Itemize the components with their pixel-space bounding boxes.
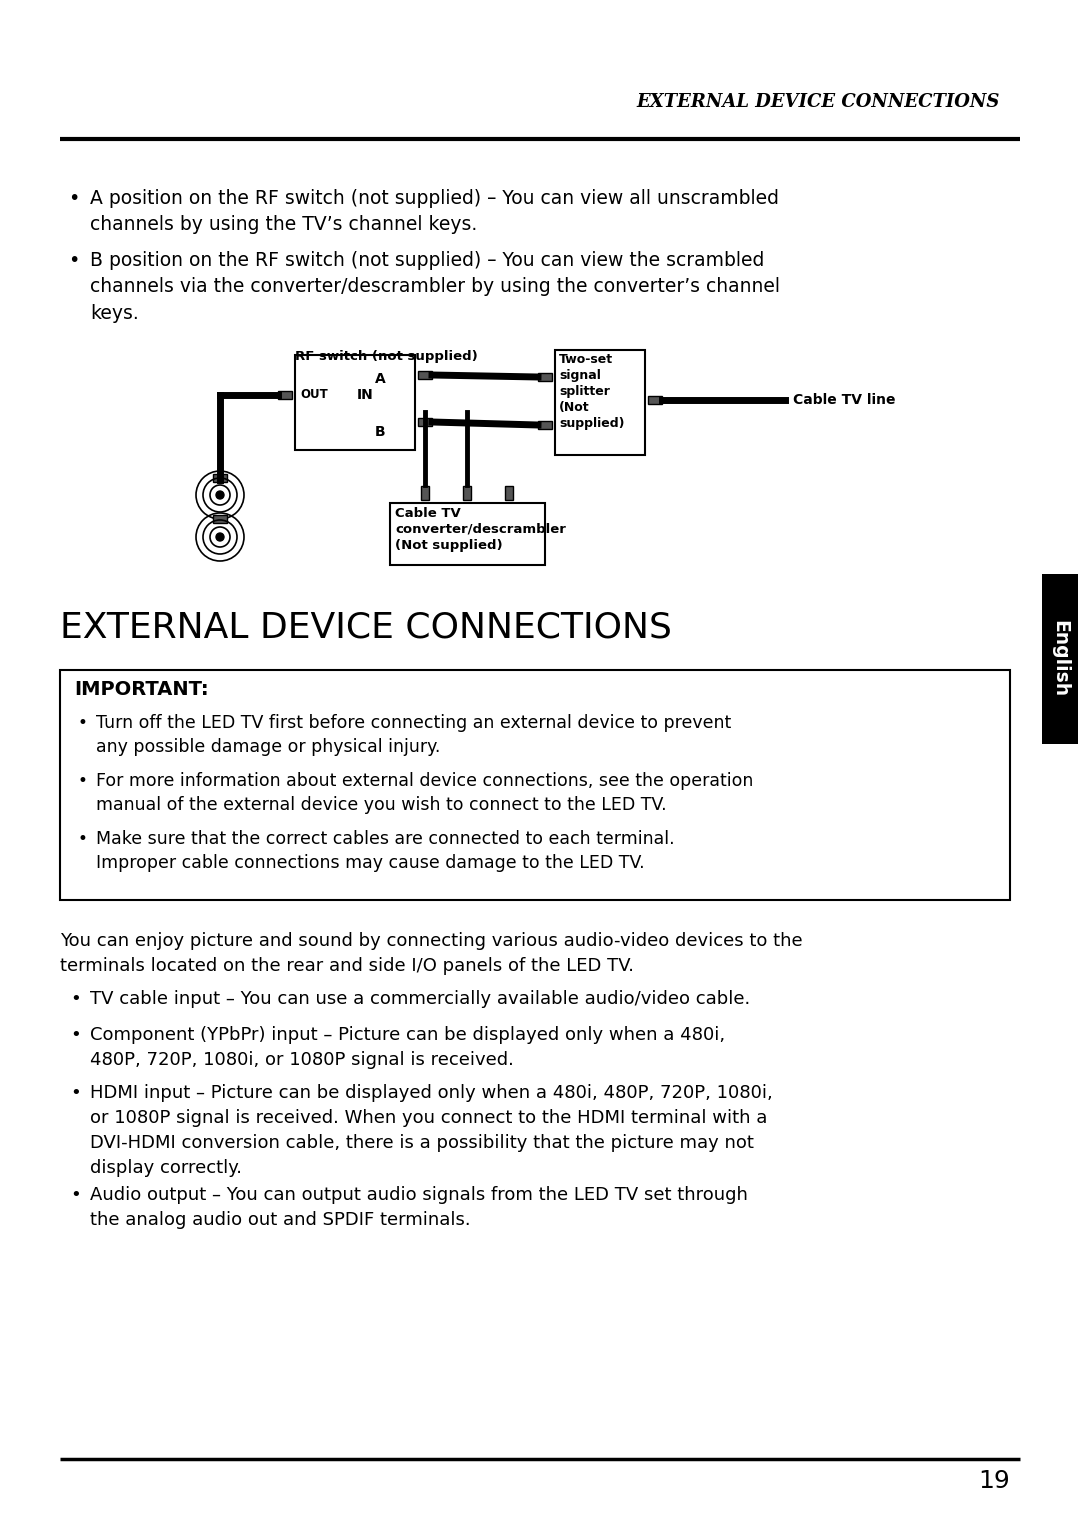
Bar <box>1042 573 1078 745</box>
Text: TV cable input – You can use a commercially available audio/video cable.: TV cable input – You can use a commercia… <box>90 989 751 1008</box>
Bar <box>463 486 471 500</box>
Circle shape <box>216 534 224 541</box>
Bar <box>538 420 552 430</box>
Text: •: • <box>78 714 87 732</box>
Text: A position on the RF switch (not supplied) – You can view all unscrambled
channe: A position on the RF switch (not supplie… <box>90 190 779 234</box>
Text: HDMI input – Picture can be displayed only when a 480i, 480P, 720P, 1080i,
or 10: HDMI input – Picture can be displayed on… <box>90 1084 773 1177</box>
Bar <box>421 486 429 500</box>
Bar <box>505 486 513 500</box>
Bar <box>418 417 432 427</box>
Bar <box>418 372 432 379</box>
Text: Turn off the LED TV first before connecting an external device to prevent
any po: Turn off the LED TV first before connect… <box>96 714 731 757</box>
Bar <box>555 350 645 456</box>
Text: •: • <box>70 1187 81 1203</box>
Text: Cable TV
converter/descrambler
(Not supplied): Cable TV converter/descrambler (Not supp… <box>395 508 566 552</box>
Text: English: English <box>1051 621 1069 697</box>
Bar <box>213 474 227 482</box>
Text: •: • <box>68 190 79 208</box>
Text: B position on the RF switch (not supplied) – You can view the scrambled
channels: B position on the RF switch (not supplie… <box>90 251 780 323</box>
Text: •: • <box>68 251 79 271</box>
Text: Make sure that the correct cables are connected to each terminal.
Improper cable: Make sure that the correct cables are co… <box>96 830 675 873</box>
Text: •: • <box>78 830 87 849</box>
Text: •: • <box>70 989 81 1008</box>
Text: You can enjoy picture and sound by connecting various audio-video devices to the: You can enjoy picture and sound by conne… <box>60 933 802 976</box>
Text: EXTERNAL DEVICE CONNECTIONS: EXTERNAL DEVICE CONNECTIONS <box>60 610 672 644</box>
Text: •: • <box>70 1084 81 1102</box>
Text: A: A <box>375 372 386 385</box>
Text: B: B <box>375 425 386 439</box>
Text: Audio output – You can output audio signals from the LED TV set through
the anal: Audio output – You can output audio sign… <box>90 1187 747 1229</box>
Bar <box>295 355 415 450</box>
Circle shape <box>216 491 224 498</box>
Text: Cable TV line: Cable TV line <box>793 393 895 407</box>
Text: EXTERNAL DEVICE CONNECTIONS: EXTERNAL DEVICE CONNECTIONS <box>636 93 1000 112</box>
Text: Two-set
signal
splitter
(Not
supplied): Two-set signal splitter (Not supplied) <box>559 353 624 430</box>
Text: 19: 19 <box>978 1469 1010 1492</box>
Text: Component (YPbPr) input – Picture can be displayed only when a 480i,
480P, 720P,: Component (YPbPr) input – Picture can be… <box>90 1026 725 1069</box>
Bar <box>538 373 552 381</box>
Text: •: • <box>70 1026 81 1044</box>
Text: •: • <box>78 772 87 790</box>
Bar <box>60 670 1010 901</box>
Text: For more information about external device connections, see the operation
manual: For more information about external devi… <box>96 772 754 815</box>
Text: IN: IN <box>357 388 374 402</box>
Bar <box>390 503 545 566</box>
Text: OUT: OUT <box>300 388 327 402</box>
Text: IMPORTANT:: IMPORTANT: <box>75 680 208 699</box>
Bar <box>648 396 662 404</box>
Text: RF switch (not supplied): RF switch (not supplied) <box>295 350 477 362</box>
Bar <box>213 515 227 523</box>
Bar <box>278 391 292 399</box>
